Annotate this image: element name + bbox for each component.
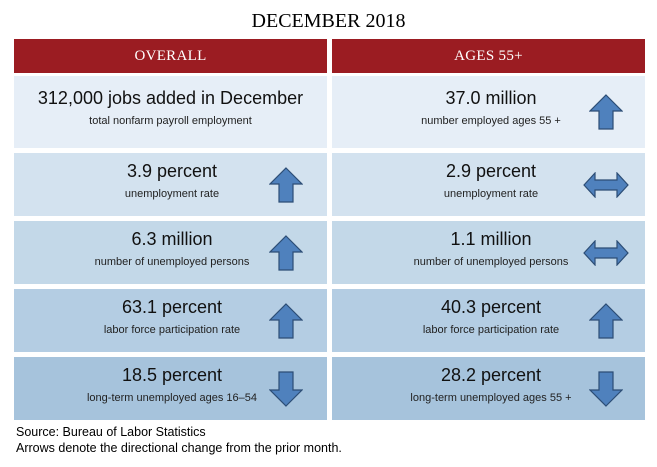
stat-cell-overall	[14, 153, 327, 216]
stat-label: unemployment rate	[443, 187, 539, 200]
stat-label: long-term unemployed ages 55 +	[410, 391, 572, 404]
stat-cell-ages55	[332, 289, 645, 352]
stat-cell-ages55	[332, 76, 645, 148]
stat-text: 37.0 million number employed ages 55 +	[331, 88, 651, 127]
stat-value: 3.9 percent	[126, 160, 218, 181]
stat-cell-overall	[14, 221, 327, 284]
arrow-up-icon	[589, 94, 623, 130]
arrow-up-icon	[269, 166, 303, 203]
column-header-ages55: AGES 55+	[332, 39, 645, 73]
stat-label: number of unemployed persons	[94, 255, 250, 268]
stat-value: 28.2 percent	[440, 364, 542, 385]
stat-value: 1.1 million	[450, 228, 532, 249]
stat-label: number employed ages 55 +	[421, 115, 561, 127]
stat-value: 2.9 percent	[445, 160, 537, 181]
column-header-overall: OVERALL	[14, 39, 327, 73]
stat-value: 37.0 million	[445, 88, 537, 108]
stat-value: 63.1 percent	[121, 296, 223, 317]
stat-cell-overall	[14, 76, 327, 148]
arrow-up-icon	[589, 302, 623, 339]
stat-text: 1.1 million number of unemployed persons	[331, 229, 651, 268]
arrow-left-right-icon	[583, 239, 629, 266]
stat-cell-overall	[14, 357, 327, 420]
arrow-note: Arrows denote the directional change fro…	[16, 441, 342, 455]
stat-text: 63.1 percent labor force participation ra…	[12, 297, 332, 336]
stat-value: 6.3 million	[131, 228, 213, 249]
stat-value: 40.3 percent	[440, 296, 542, 317]
arrow-down-icon	[269, 370, 303, 407]
page-title: DECEMBER 2018	[251, 10, 406, 32]
stat-text: 18.5 percent long-term unemployed ages 16…	[12, 365, 332, 404]
stat-value: 18.5 percent	[121, 364, 223, 385]
stat-text: 2.9 percent unemployment rate	[331, 161, 651, 200]
stat-text: 3.9 percent unemployment rate	[12, 161, 332, 200]
stat-text: 312,000 jobs added in December total nonf…	[11, 88, 331, 127]
stat-text: 28.2 percent long-term unemployed ages 55…	[331, 365, 651, 404]
arrow-left-right-icon	[583, 171, 629, 198]
column-header-overall-label: OVERALL	[134, 47, 207, 64]
stat-label: number of unemployed persons	[413, 255, 569, 268]
stat-label: labor force participation rate	[422, 323, 560, 336]
source-note: Source: Bureau of Labor Statistics	[16, 425, 206, 439]
stat-label: unemployment rate	[124, 187, 220, 200]
column-header-ages55-label: AGES 55+	[454, 47, 523, 64]
arrow-up-icon	[269, 302, 303, 339]
stat-label: total nonfarm payroll employment	[89, 115, 252, 127]
arrow-down-icon	[589, 370, 623, 407]
stat-cell-overall	[14, 289, 327, 352]
arrow-up-icon	[269, 234, 303, 271]
stat-text: 6.3 million number of unemployed persons	[12, 229, 332, 268]
stat-text: 40.3 percent labor force participation ra…	[331, 297, 651, 336]
stat-label: long-term unemployed ages 16–54	[86, 391, 257, 404]
stat-label: labor force participation rate	[103, 323, 241, 336]
stat-cell-ages55	[332, 357, 645, 420]
stat-value: 312,000 jobs added in December	[37, 88, 304, 108]
